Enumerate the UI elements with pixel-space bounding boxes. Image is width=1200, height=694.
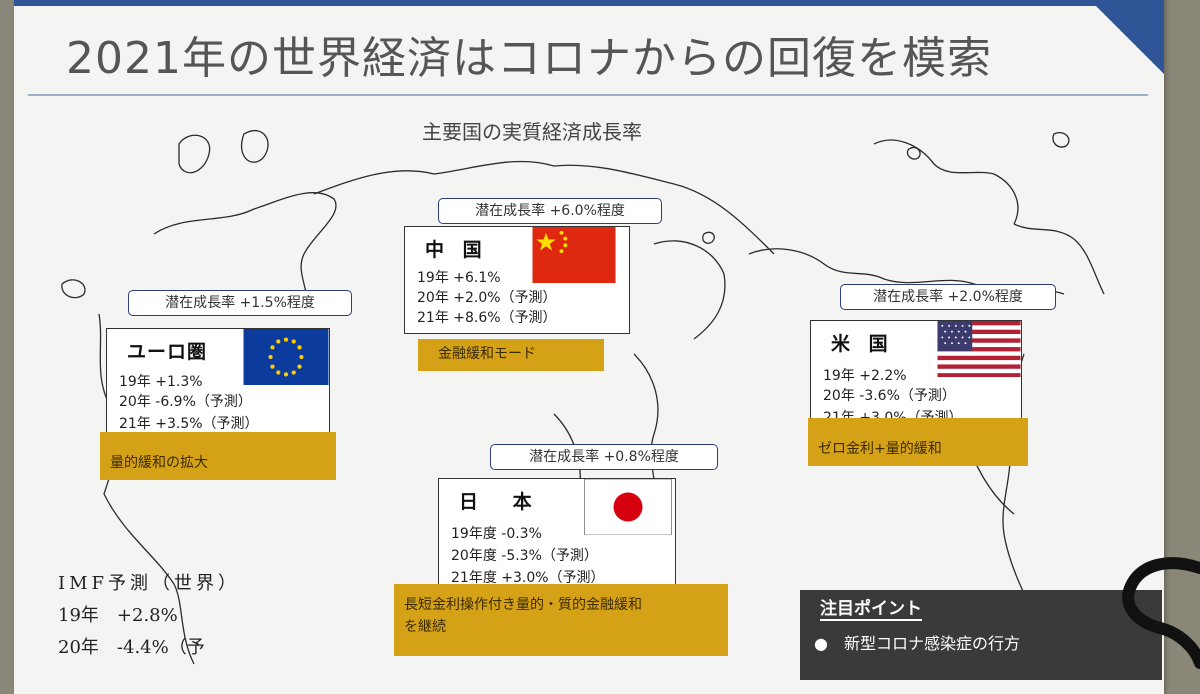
attention-point-item: ● 新型コロナ感染症の行方 xyxy=(814,634,1020,653)
japan-box: 日 本 19年度 -0.3% 20年度 -5.3%（予測） 21年度 +3.0%… xyxy=(438,478,676,592)
header-band xyxy=(14,0,1164,6)
japan-policy-line-1: 長短金利操作付き量的・質的金融緩和 xyxy=(404,597,642,613)
euro-policy-note: 量的緩和の拡大 xyxy=(100,432,336,480)
japan-flag-icon xyxy=(584,479,672,535)
euro-box: ユーロ圏 19年 +1.3% 20年 -6.9%（予測） 21年 +3.5%（予… xyxy=(106,328,330,442)
japan-policy-note: 長短金利操作付き量的・質的金融緩和 を継続 xyxy=(394,584,728,656)
euro-potential-badge: 潜在成長率 +1.5%程度 xyxy=(128,290,352,316)
china-policy-note: 金融緩和モード xyxy=(418,339,604,371)
usa-rate-2019: 19年 +2.2% xyxy=(823,368,907,384)
attention-points-title: 注目ポイント xyxy=(820,594,922,621)
cable-icon xyxy=(1122,557,1200,669)
page-subtitle: 主要国の実質経済成長率 xyxy=(422,120,642,144)
euro-rate-2021: 21年 +3.5%（予測） xyxy=(119,416,259,432)
china-name: 中 国 xyxy=(425,239,488,261)
japan-rate-2021: 21年度 +3.0%（予測） xyxy=(451,570,605,586)
imf-heading: IMF予測（世界） xyxy=(58,573,241,594)
japan-potential-badge: 潜在成長率 +0.8%程度 xyxy=(490,444,718,470)
china-rate-2019: 19年 +6.1% xyxy=(417,270,501,286)
euro-rate-2020: 20年 -6.9%（予測） xyxy=(119,394,252,410)
china-flag-icon xyxy=(532,227,616,283)
china-rate-2020: 20年 +2.0%（予測） xyxy=(417,290,557,306)
imf-row-2019: 19年 +2.8% xyxy=(58,605,178,626)
eu-flag-icon xyxy=(243,329,329,385)
usa-potential-badge: 潜在成長率 +2.0%程度 xyxy=(840,284,1056,310)
corner-accent xyxy=(1084,0,1164,74)
euro-name: ユーロ圏 xyxy=(127,341,208,363)
japan-rate-2019: 19年度 -0.3% xyxy=(451,526,542,542)
attention-points-panel: 注目ポイント ● 新型コロナ感染症の行方 xyxy=(800,590,1162,680)
document-page: 2021年の世界経済はコロナからの回復を模索 主要国の実質経済成長率 潜在成長率… xyxy=(14,0,1164,694)
usa-rate-2020: 20年 -3.6%（予測） xyxy=(823,388,956,404)
china-potential-badge: 潜在成長率 +6.0%程度 xyxy=(438,198,662,224)
imf-row-2020: 20年 -4.4%（予 xyxy=(58,637,205,658)
japan-policy-line-2: を継続 xyxy=(404,619,446,635)
page-title: 2021年の世界経済はコロナからの回復を模索 xyxy=(66,33,992,84)
usa-policy-note: ゼロ金利+量的緩和 xyxy=(808,418,1028,466)
japan-name: 日 本 xyxy=(459,491,546,513)
imf-forecast: IMF予測（世界） 19年 +2.8% 20年 -4.4%（予 xyxy=(58,568,240,664)
japan-rate-2020: 20年度 -5.3%（予測） xyxy=(451,548,598,564)
euro-rate-2019: 19年 +1.3% xyxy=(119,374,203,390)
title-divider xyxy=(28,94,1148,96)
usa-box: 米 国 19年 +2.2% 20年 -3.6%（予測） 21年 +3.0%（予測… xyxy=(810,320,1022,432)
us-flag-icon xyxy=(937,321,1021,377)
usa-name: 米 国 xyxy=(831,333,894,355)
china-box: 中 国 19年 +6.1% 20年 +2.0%（予測） 21年 +8.6%（予測… xyxy=(404,226,630,334)
china-rate-2021: 21年 +8.6%（予測） xyxy=(417,310,557,326)
